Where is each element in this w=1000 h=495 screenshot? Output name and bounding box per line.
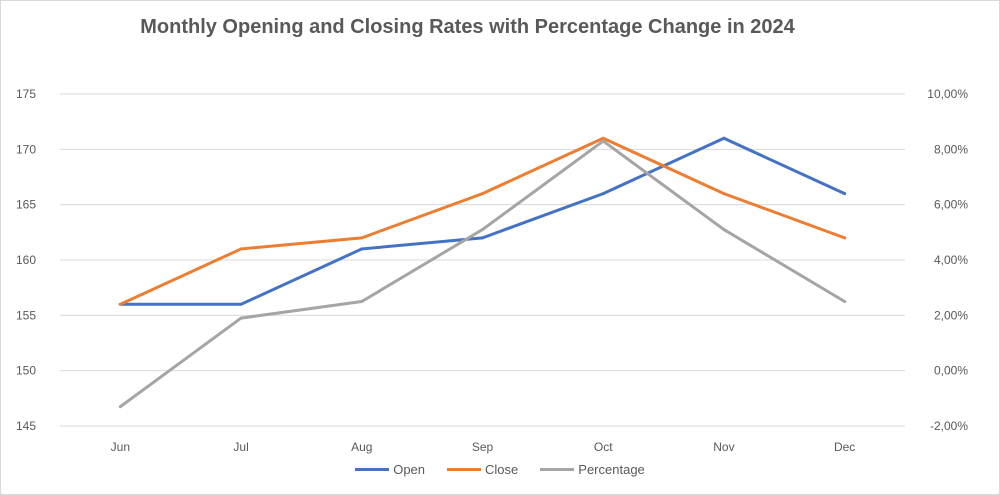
legend-swatch <box>540 468 575 471</box>
x-tick-label: Jun <box>111 440 130 454</box>
data-point-percentage <box>722 228 726 232</box>
data-point-percentage <box>239 316 243 320</box>
data-point-close <box>843 236 847 240</box>
data-point-close <box>481 192 484 196</box>
left-tick-label: 150 <box>16 364 36 378</box>
x-tick-label: Sep <box>472 440 494 454</box>
legend-label: Open <box>393 462 426 477</box>
data-point-percentage <box>118 405 122 409</box>
data-point-open <box>601 192 605 196</box>
series-line-close <box>118 136 847 306</box>
gridlines <box>60 93 905 427</box>
x-tick-label: Aug <box>351 440 372 454</box>
x-axis-ticks: Jun Jul Aug Sep Oct Nov Dec <box>111 440 856 454</box>
series-line-percentage <box>118 139 847 409</box>
right-tick-label: 0,00% <box>934 364 968 378</box>
right-tick-label: -2,00% <box>930 419 968 433</box>
right-tick-label: 6,00% <box>934 198 968 212</box>
left-tick-label: 155 <box>16 308 36 322</box>
x-tick-label: Dec <box>834 440 855 454</box>
data-point-close <box>360 236 364 240</box>
data-point-open <box>843 192 847 196</box>
data-point-close <box>239 247 243 251</box>
data-point-open <box>360 247 364 251</box>
data-point-open <box>481 236 484 240</box>
left-tick-label: 165 <box>16 198 36 212</box>
data-point-percentage <box>601 139 605 143</box>
right-tick-label: 4,00% <box>934 253 968 267</box>
data-point-percentage <box>843 300 847 303</box>
data-point-percentage <box>481 228 484 232</box>
right-axis-ticks: -2,00% 0,00% 2,00% 4,00% 6,00% 8,00% 10,00% <box>927 87 968 433</box>
right-tick-label: 8,00% <box>934 142 968 156</box>
series-lines <box>118 136 847 409</box>
x-tick-label: Nov <box>713 440 734 454</box>
legend-item-open: Open <box>355 462 425 477</box>
right-tick-label: 2,00% <box>934 308 968 322</box>
legend-label: Percentage <box>578 462 645 477</box>
x-tick-label: Oct <box>594 440 613 454</box>
legend-label: Close <box>485 462 519 477</box>
legend-item-close: Close <box>447 462 518 477</box>
data-point-percentage <box>360 300 364 303</box>
legend-swatch <box>447 468 482 471</box>
legend: Open Close Percentage <box>0 462 1000 477</box>
data-point-open <box>722 136 726 140</box>
left-tick-label: 170 <box>16 142 36 156</box>
x-tick-label: Jul <box>233 440 248 454</box>
left-tick-label: 175 <box>16 87 36 101</box>
legend-item-percentage: Percentage <box>540 462 645 477</box>
data-point-close <box>118 302 122 306</box>
right-tick-label: 10,00% <box>927 87 968 101</box>
left-tick-label: 145 <box>16 419 36 433</box>
chart-title: Monthly Opening and Closing Rates with P… <box>140 16 795 38</box>
data-point-open <box>239 302 243 306</box>
left-axis-ticks: 145 150 155 160 165 170 175 <box>16 87 36 433</box>
data-point-close <box>601 136 605 140</box>
series-line-open <box>118 136 847 306</box>
legend-swatch <box>355 468 390 471</box>
left-tick-label: 160 <box>16 253 36 267</box>
data-point-close <box>722 192 726 196</box>
